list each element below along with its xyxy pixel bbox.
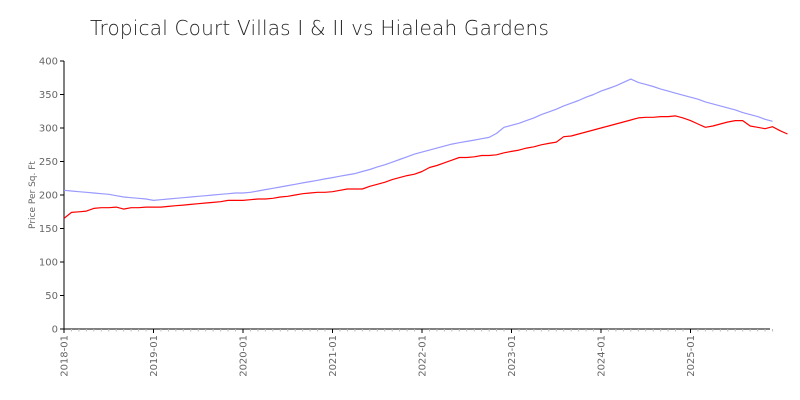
x-tick-label: 2019-01 [149,335,160,377]
x-axis: 2018-01 2019-01 2020-01 2021-01 2022-01 2023-… [60,328,774,377]
y-tick-label: 250 [39,157,58,168]
chart-title: Tropical Court Villas I & II vs Hialeah … [90,16,550,40]
y-axis-label: Price Per Sq. Ft [28,161,38,229]
y-tick-label: 300 [39,124,58,135]
x-tick-label: 2021-01 [328,335,339,377]
y-tick-label: 400 [39,57,58,68]
x-tick-label: 2022-01 [418,335,429,377]
plot-lines [63,78,788,219]
y-tick-label: 0 [52,325,58,336]
series-line [63,78,773,201]
x-tick-label: 2020-01 [239,335,250,377]
series-line [63,115,788,219]
y-tick-label: 200 [39,191,58,202]
y-tick-label: 150 [39,224,58,235]
x-tick-label: 2024-01 [597,335,608,377]
x-tick-label: 2025-01 [686,335,697,377]
y-tick-label: 350 [39,90,58,101]
y-tick-label: 50 [45,291,58,302]
x-tick-label: 2018-01 [60,335,71,377]
x-tick-label: 2023-01 [507,335,518,377]
y-tick-label: 100 [39,258,58,269]
y-axis: 0 50 100 150 200 250 300 350 400 [39,57,65,336]
